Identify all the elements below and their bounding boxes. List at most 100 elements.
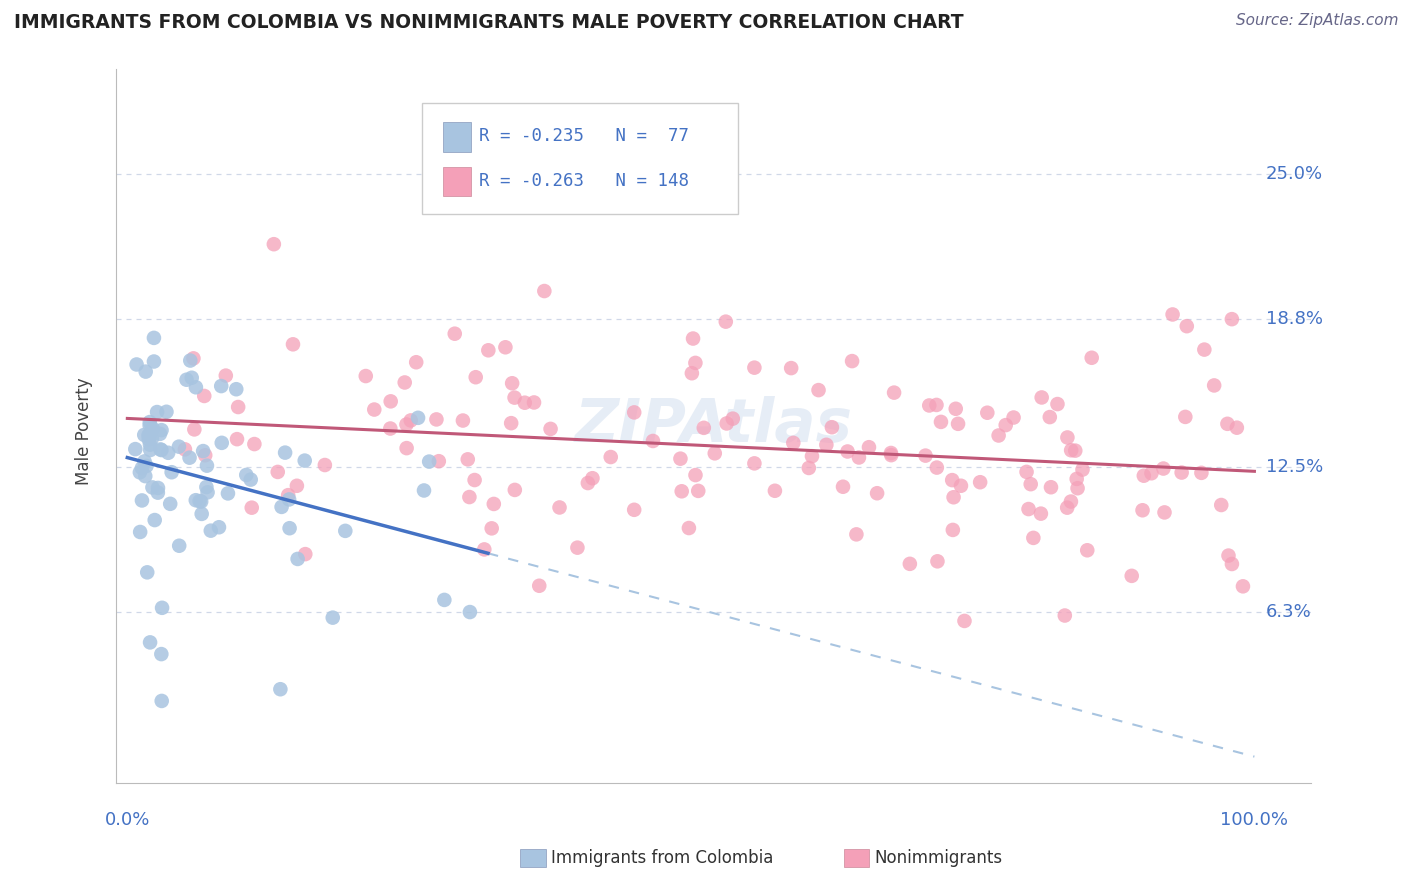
- Point: [149, 426, 172, 441]
- Point: [141, 432, 163, 446]
- Point: [226, 400, 249, 414]
- Point: [225, 382, 247, 396]
- Point: [124, 442, 146, 456]
- Point: [925, 460, 948, 475]
- Point: [1220, 557, 1243, 571]
- Point: [1066, 481, 1088, 495]
- Point: [1133, 468, 1156, 483]
- Point: [540, 422, 562, 436]
- Point: [832, 480, 855, 494]
- Point: [197, 485, 219, 500]
- Point: [501, 376, 523, 391]
- Point: [406, 410, 429, 425]
- Point: [1060, 494, 1083, 508]
- Point: [294, 453, 316, 467]
- Point: [1029, 507, 1052, 521]
- Point: [464, 473, 486, 487]
- Point: [335, 524, 357, 538]
- Point: [200, 524, 222, 538]
- Point: [1046, 397, 1069, 411]
- Point: [146, 485, 169, 500]
- Point: [880, 448, 903, 462]
- Point: [1053, 608, 1076, 623]
- Point: [131, 461, 153, 475]
- Point: [418, 454, 440, 468]
- Point: [150, 443, 173, 458]
- Text: Source: ZipAtlas.com: Source: ZipAtlas.com: [1236, 13, 1399, 29]
- Point: [946, 417, 969, 431]
- Point: [678, 521, 700, 535]
- Point: [129, 524, 152, 539]
- Point: [763, 483, 786, 498]
- Point: [458, 490, 481, 504]
- Point: [623, 405, 645, 419]
- Point: [1056, 430, 1078, 444]
- Point: [481, 521, 503, 535]
- Point: [263, 237, 285, 252]
- Point: [949, 479, 972, 493]
- Point: [976, 406, 998, 420]
- Point: [183, 422, 205, 436]
- Point: [503, 483, 526, 497]
- Point: [134, 469, 156, 483]
- Point: [208, 520, 231, 534]
- Point: [287, 552, 309, 566]
- Point: [138, 418, 160, 433]
- Point: [523, 395, 546, 409]
- Point: [581, 471, 603, 485]
- Point: [782, 435, 804, 450]
- Point: [294, 547, 316, 561]
- Point: [183, 351, 205, 366]
- Point: [797, 461, 820, 475]
- Point: [1071, 462, 1094, 476]
- Point: [821, 420, 844, 434]
- Point: [146, 481, 169, 495]
- Point: [942, 490, 965, 504]
- Point: [529, 579, 551, 593]
- Point: [1232, 579, 1254, 593]
- Point: [801, 449, 824, 463]
- Point: [150, 694, 173, 708]
- Point: [1216, 417, 1239, 431]
- Text: Immigrants from Colombia: Immigrants from Colombia: [551, 849, 773, 867]
- Point: [176, 373, 198, 387]
- Point: [380, 421, 402, 435]
- Point: [269, 682, 291, 697]
- Point: [848, 450, 870, 465]
- Point: [243, 437, 266, 451]
- Point: [1189, 466, 1212, 480]
- Point: [1174, 409, 1197, 424]
- Point: [179, 353, 201, 368]
- Point: [1076, 543, 1098, 558]
- Point: [688, 483, 710, 498]
- Point: [1170, 466, 1192, 480]
- Point: [267, 465, 290, 479]
- Point: [987, 428, 1010, 442]
- Point: [443, 326, 465, 341]
- Point: [179, 450, 201, 465]
- Point: [190, 507, 212, 521]
- Point: [138, 433, 160, 447]
- Point: [167, 539, 190, 553]
- Point: [866, 486, 889, 500]
- Point: [433, 593, 456, 607]
- Point: [533, 284, 555, 298]
- Point: [395, 417, 418, 432]
- Point: [1132, 503, 1154, 517]
- Point: [841, 354, 863, 368]
- Point: [195, 458, 218, 473]
- Point: [685, 356, 707, 370]
- Point: [380, 394, 402, 409]
- Point: [184, 380, 207, 394]
- Point: [682, 332, 704, 346]
- Point: [188, 494, 211, 508]
- Point: [945, 401, 967, 416]
- Point: [451, 413, 474, 427]
- Point: [994, 418, 1017, 433]
- Point: [858, 440, 880, 454]
- Text: 100.0%: 100.0%: [1220, 811, 1288, 829]
- Point: [576, 476, 599, 491]
- Point: [1002, 410, 1025, 425]
- Point: [1140, 467, 1163, 481]
- Point: [623, 503, 645, 517]
